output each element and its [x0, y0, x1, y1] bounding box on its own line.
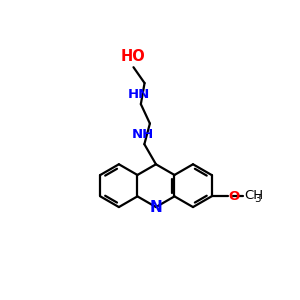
- Text: 3: 3: [255, 194, 261, 204]
- Text: N: N: [150, 200, 162, 214]
- Text: O: O: [228, 190, 239, 203]
- Text: NH: NH: [132, 128, 154, 141]
- Text: HO: HO: [121, 49, 146, 64]
- Text: HN: HN: [128, 88, 151, 100]
- Text: CH: CH: [244, 189, 263, 202]
